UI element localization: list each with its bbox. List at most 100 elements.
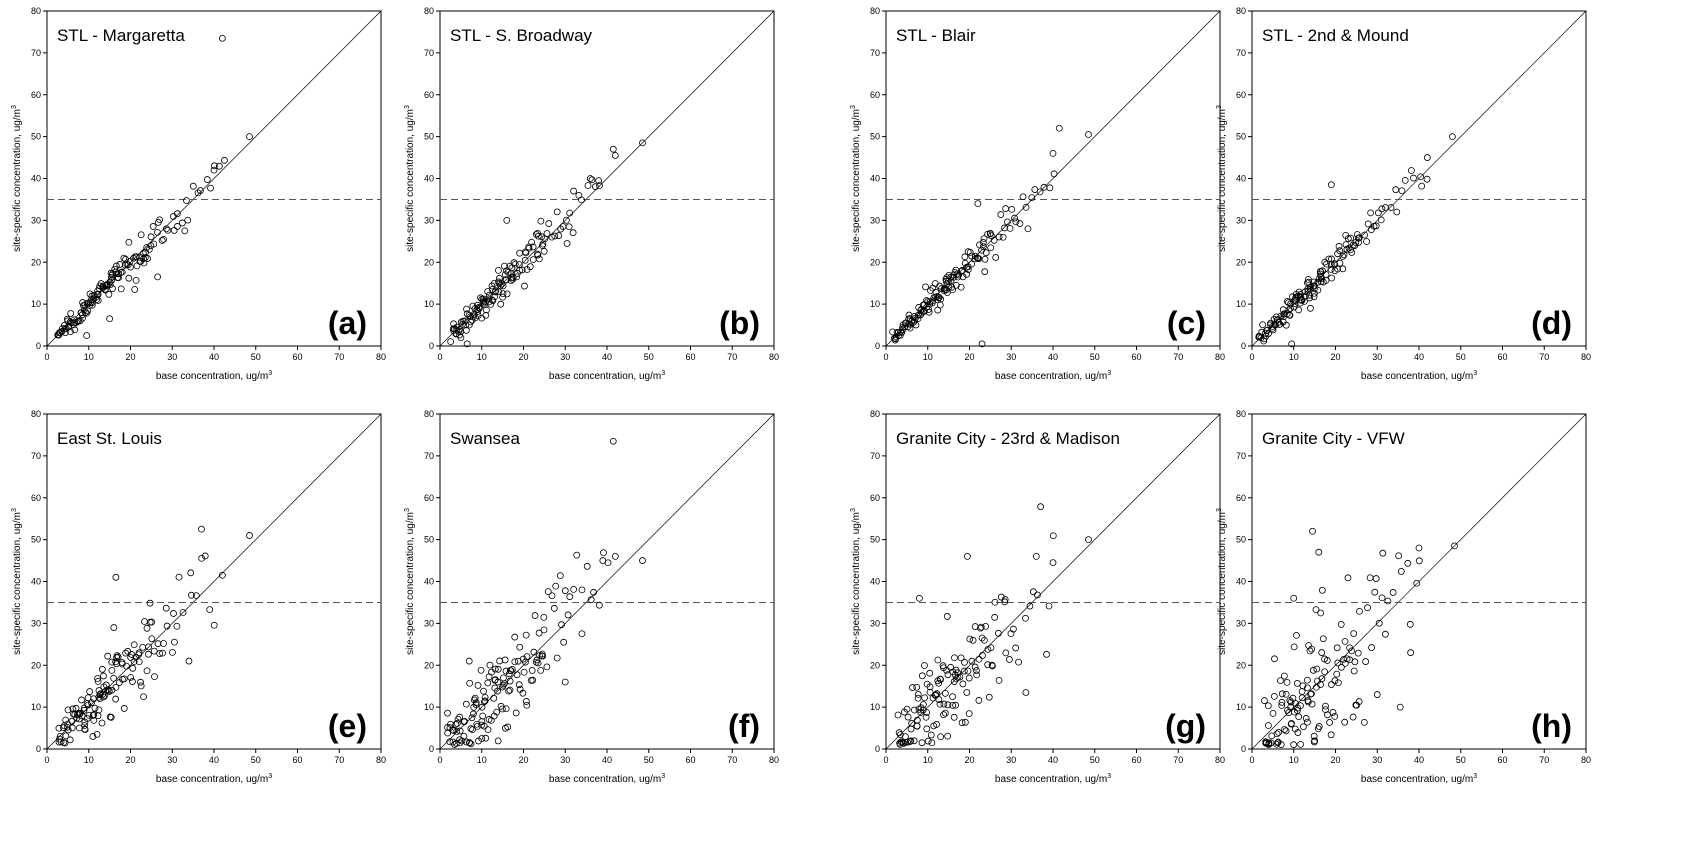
data-point xyxy=(540,613,548,621)
data-point xyxy=(148,635,156,643)
outlier-point xyxy=(463,340,471,348)
y-tick-label: 70 xyxy=(31,48,41,58)
data-point xyxy=(1339,265,1347,273)
data-point xyxy=(496,657,504,665)
x-tick-label: 20 xyxy=(964,755,974,765)
data-point xyxy=(1279,306,1287,314)
data-point xyxy=(1322,706,1329,714)
data-point xyxy=(1287,698,1295,706)
data-point xyxy=(1318,649,1326,656)
data-point xyxy=(949,701,957,709)
data-point xyxy=(964,667,972,675)
data-point xyxy=(61,739,69,747)
x-tick-label: 60 xyxy=(685,352,695,362)
data-point xyxy=(506,686,514,694)
x-tick-label: 70 xyxy=(334,755,344,765)
x-tick-label: 70 xyxy=(1173,755,1183,765)
data-point xyxy=(1297,293,1305,301)
outlier-point xyxy=(106,315,114,323)
data-point xyxy=(951,671,959,679)
x-tick-label: 0 xyxy=(883,755,888,765)
data-point xyxy=(1308,700,1316,708)
y-axis-label: site-specific concentration, ug/m3 xyxy=(850,508,862,655)
data-point xyxy=(129,664,137,672)
data-point xyxy=(919,701,927,708)
data-point xyxy=(184,216,192,224)
data-point xyxy=(127,263,134,271)
data-point xyxy=(470,313,477,321)
x-tick-label: 40 xyxy=(1414,352,1424,362)
x-tick-label: 40 xyxy=(602,755,612,765)
data-point xyxy=(1327,681,1335,688)
data-point xyxy=(1340,251,1348,259)
data-point xyxy=(183,197,190,204)
data-point xyxy=(935,696,943,703)
data-point xyxy=(966,248,974,256)
x-axis-label: base concentration, ug/m3 xyxy=(995,773,1111,785)
data-point xyxy=(914,691,922,698)
data-point xyxy=(146,599,154,607)
x-axis-label: base concentration, ug/m3 xyxy=(1361,370,1477,382)
data-point xyxy=(897,328,904,336)
y-axis-label: site-specific concentration, ug/m3 xyxy=(850,105,862,252)
data-point xyxy=(1331,712,1339,720)
data-point xyxy=(123,662,130,670)
data-point xyxy=(98,665,106,673)
y-axis-label: site-specific concentration, ug/m3 xyxy=(404,508,416,655)
data-point xyxy=(578,630,586,638)
outlier-point xyxy=(181,227,189,235)
data-point xyxy=(480,299,488,307)
outlier-point xyxy=(611,552,619,560)
data-point xyxy=(64,726,72,734)
y-tick-label: 70 xyxy=(1236,48,1246,58)
y-tick-label: 80 xyxy=(424,6,434,16)
outlier-point xyxy=(561,678,569,686)
data-point xyxy=(1045,602,1053,610)
panel-letter: (d) xyxy=(1531,305,1572,341)
data-point xyxy=(1360,718,1368,726)
data-point xyxy=(490,694,498,702)
data-point xyxy=(515,681,523,689)
data-point xyxy=(158,237,166,244)
y-tick-label: 80 xyxy=(31,6,41,16)
data-point xyxy=(1398,187,1406,195)
data-point xyxy=(980,636,988,644)
y-axis-label-superscript: 3 xyxy=(1216,105,1223,109)
data-point xyxy=(1280,672,1288,680)
x-axis-label: base concentration, ug/m3 xyxy=(549,773,665,785)
y-tick-label: 20 xyxy=(31,257,41,267)
panel-title: Swansea xyxy=(450,429,520,448)
data-point xyxy=(922,283,929,291)
data-point xyxy=(465,739,473,746)
data-point xyxy=(1310,738,1318,746)
y-tick-label: 70 xyxy=(870,451,880,461)
data-point xyxy=(469,710,477,718)
x-tick-label: 20 xyxy=(125,755,135,765)
x-tick-label: 60 xyxy=(685,755,695,765)
data-point xyxy=(924,737,932,745)
data-point xyxy=(1341,718,1349,726)
panel-title: STL - S. Broadway xyxy=(450,26,593,45)
data-point xyxy=(154,640,162,648)
data-point xyxy=(1012,644,1020,652)
y-tick-label: 0 xyxy=(1241,341,1246,351)
data-point xyxy=(926,683,934,691)
y-axis-label-superscript: 3 xyxy=(850,508,857,512)
data-point xyxy=(1264,702,1272,710)
data-point xyxy=(108,658,116,666)
data-point xyxy=(525,244,533,252)
outlier-point xyxy=(586,175,594,182)
data-point xyxy=(992,254,1000,261)
data-point xyxy=(447,720,454,728)
data-point xyxy=(80,706,88,714)
y-tick-label: 10 xyxy=(424,299,434,309)
data-point xyxy=(494,678,502,686)
data-point xyxy=(76,710,84,718)
data-point xyxy=(135,658,143,666)
panel-title: STL - Margaretta xyxy=(57,26,185,45)
data-point xyxy=(194,189,202,197)
data-point xyxy=(1287,703,1295,711)
data-point xyxy=(925,306,932,313)
chart-svg: 0 10 20 30 40 50 60 70 80 0 10 20 30 40 50 60 70 80 Swanse… xyxy=(404,409,779,785)
